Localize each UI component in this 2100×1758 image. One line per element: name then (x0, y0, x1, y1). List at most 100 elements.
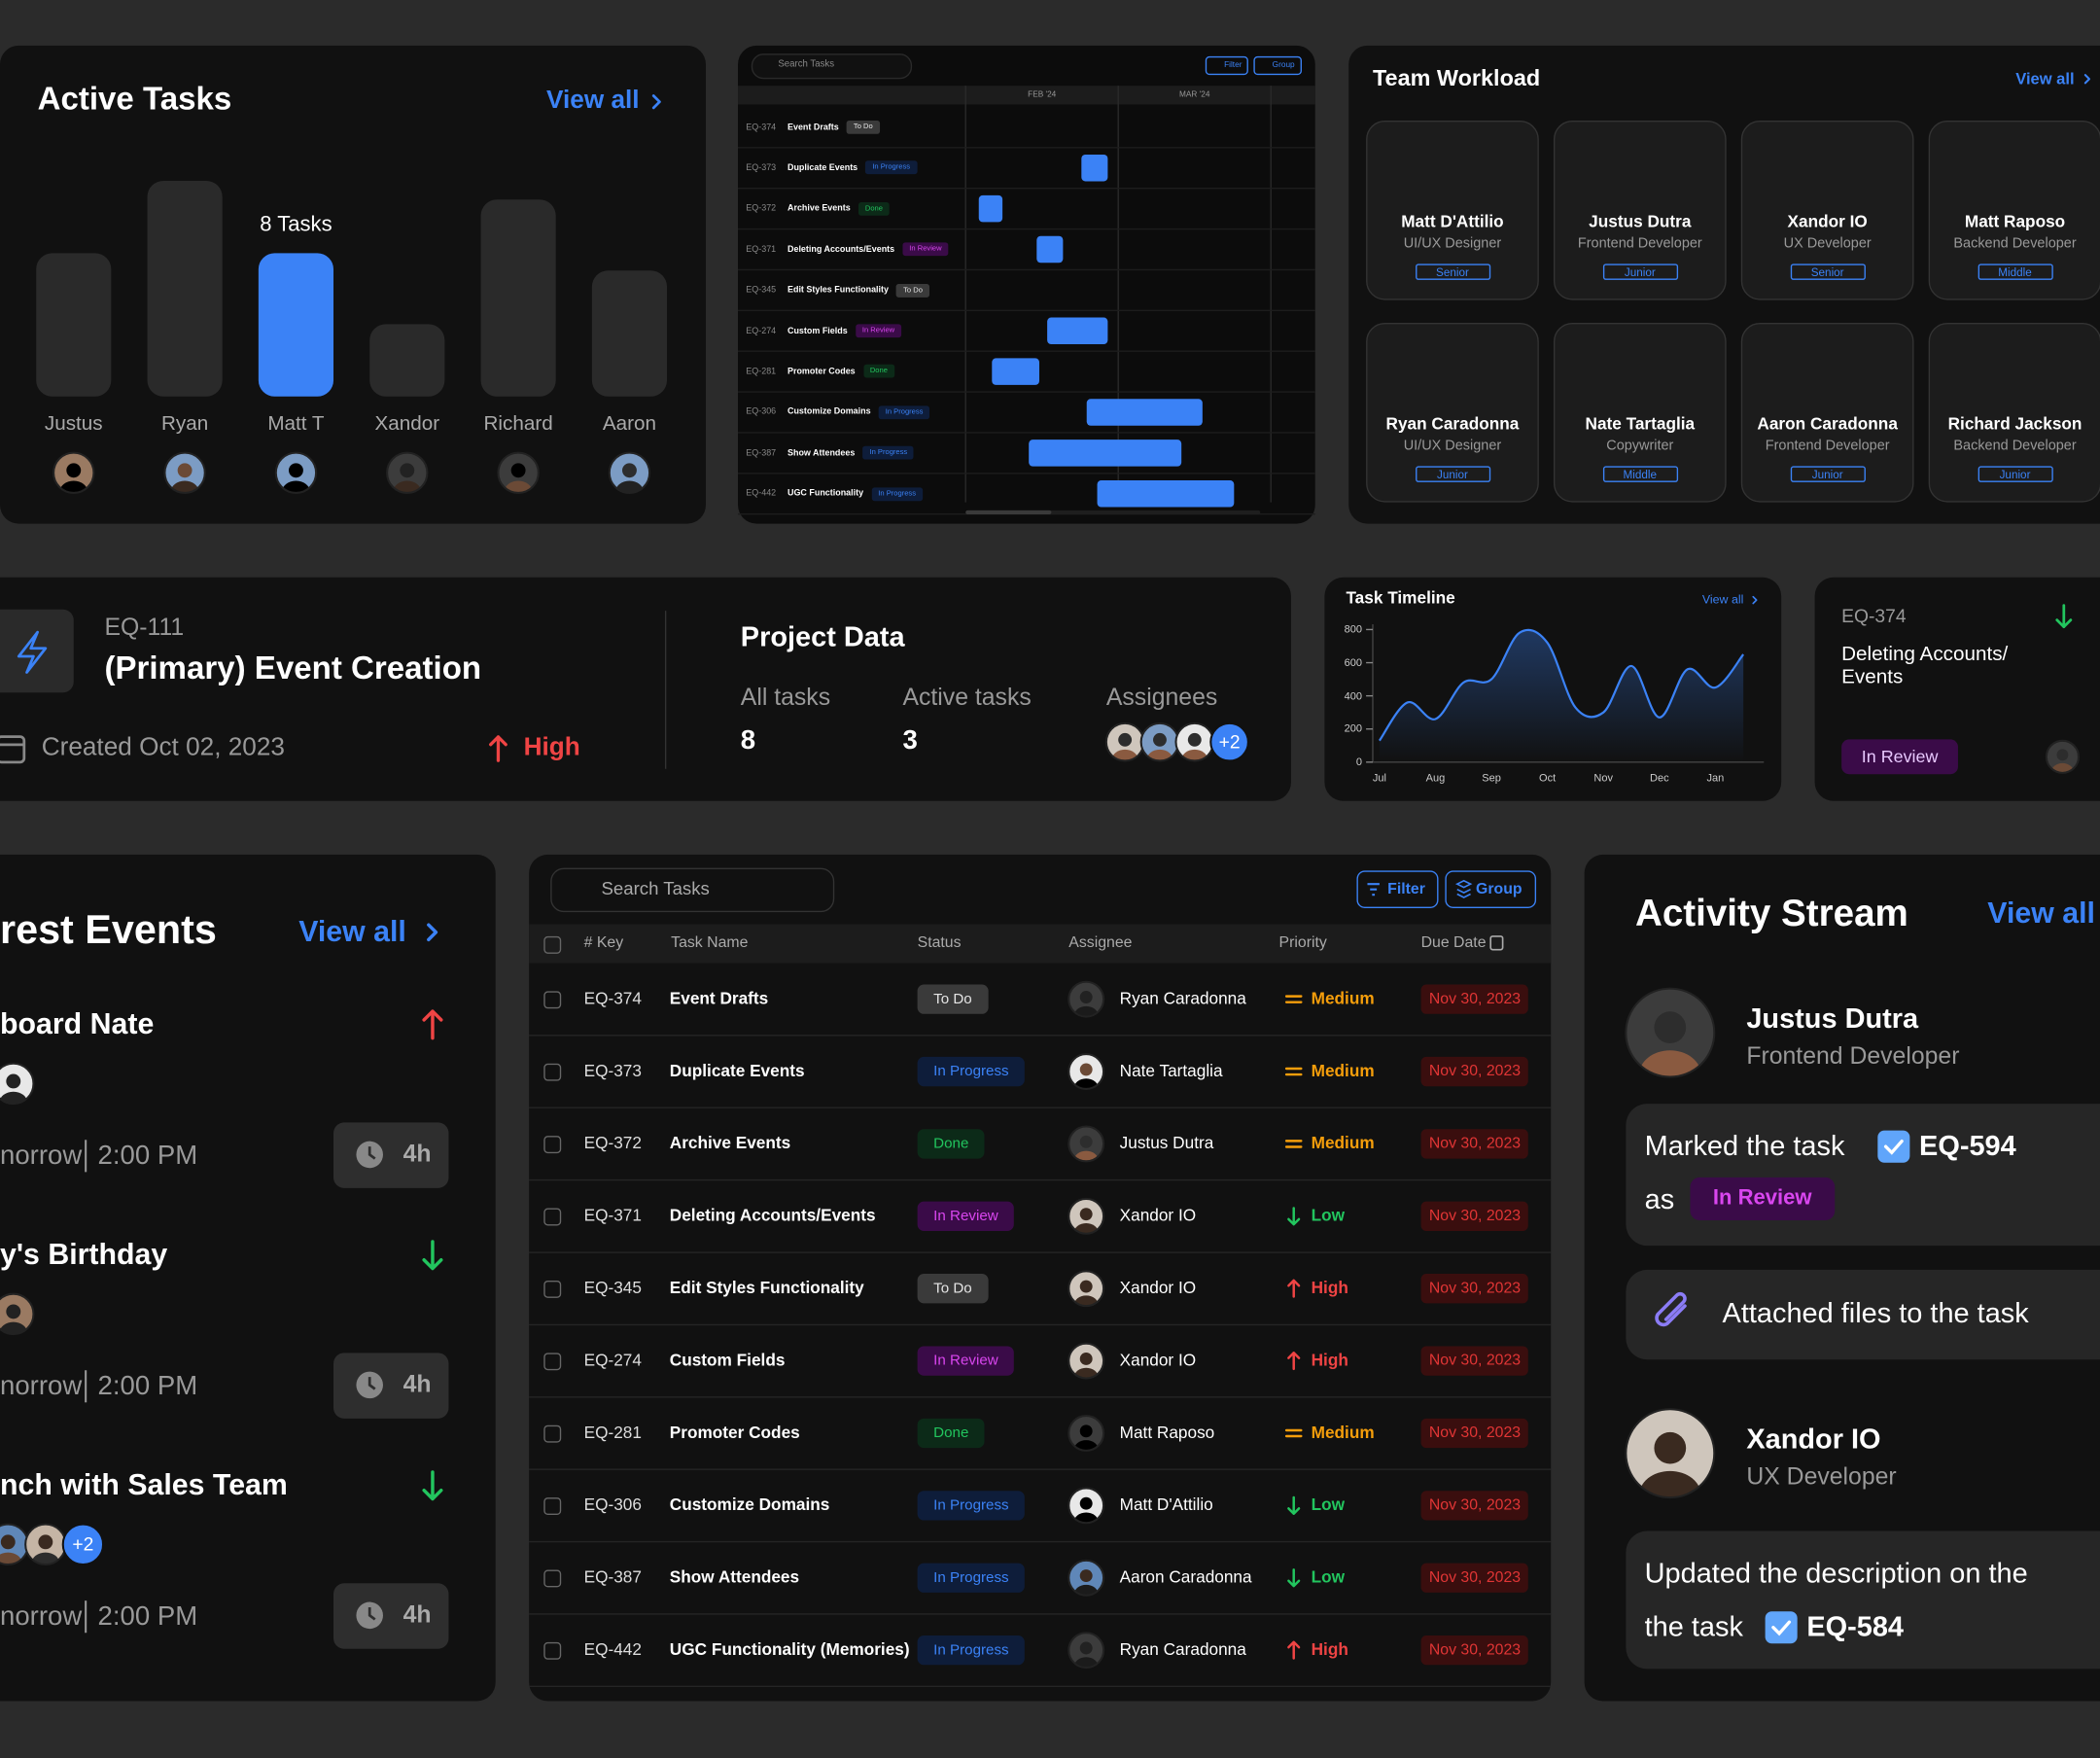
clock-hand (368, 1377, 376, 1390)
group-button[interactable]: Group (1445, 870, 1536, 908)
x-tick-label: Oct (1539, 771, 1557, 785)
avatar (609, 452, 650, 493)
stat-label: Assignees (1105, 683, 1218, 711)
checkbox[interactable] (543, 1207, 562, 1225)
view-all-link[interactable]: View all (546, 86, 640, 115)
task-name: Deleting Accounts/Events (787, 244, 895, 255)
avatar-border (0, 1292, 35, 1336)
gantt-month-label: FEB '24 (1028, 91, 1057, 100)
section-title: Project Data (740, 621, 905, 653)
checkbox[interactable] (543, 1641, 562, 1660)
gantt-bar (978, 194, 1003, 223)
x-tick-label: Richard (483, 412, 553, 436)
gantt-row: EQ-281 Promoter Codes Done (746, 365, 894, 379)
gantt-row: EQ-306 Customize Domains In Progress (746, 405, 930, 419)
priority: Low (1311, 1206, 1346, 1225)
checkbox[interactable] (543, 990, 562, 1008)
checkbox[interactable] (543, 1496, 562, 1515)
arrow-icon (1287, 1352, 1301, 1371)
task-key: EQ-372 (583, 1134, 642, 1153)
avatar (1140, 722, 1179, 761)
task-name: Show Attendees (787, 448, 856, 458)
checkbox[interactable] (543, 1424, 562, 1442)
arrow-icon (422, 1470, 443, 1501)
task-name: Customize Domains (669, 1495, 830, 1515)
status-badge: To Do (896, 283, 929, 298)
checkbox[interactable] (543, 1568, 562, 1587)
check-icon (1765, 1611, 1798, 1644)
y-tick-label: 0 (1355, 756, 1362, 768)
line-series (1378, 628, 1745, 742)
view-all-link[interactable]: View all (2015, 69, 2075, 88)
gantt-bar (1081, 154, 1108, 182)
event-time: 2:00 PM (97, 1601, 198, 1632)
level-badge: Junior (1790, 466, 1866, 482)
view-all-link[interactable]: View all (1701, 592, 1744, 607)
filter-button[interactable]: Filter (1205, 55, 1249, 76)
duration-pill (333, 1353, 449, 1419)
member-card (1928, 120, 2100, 300)
member-role: Frontend Developer (1765, 438, 1890, 454)
gantt-row: EQ-387 Show Attendees In Progress (746, 445, 915, 460)
task-key: EQ-374 (746, 123, 777, 132)
checkbox[interactable] (543, 1135, 562, 1153)
task-key: EQ-274 (583, 1351, 642, 1370)
x-tick-label: Jan (1706, 771, 1725, 785)
task-name: Archive Events (787, 203, 851, 214)
task-key: EQ-373 (583, 1061, 642, 1080)
checkbox[interactable] (543, 1063, 562, 1080)
person-role: UX Developer (1746, 1462, 1897, 1491)
checkbox[interactable] (543, 1280, 562, 1298)
search-box[interactable] (751, 53, 913, 80)
avatar-head (1079, 1424, 1093, 1438)
status-badge: To Do (917, 1274, 989, 1304)
view-all-link[interactable]: View all (1987, 896, 2095, 930)
assignee: Xandor IO (1119, 1351, 1197, 1370)
arrow-icon (1287, 1207, 1301, 1226)
search-box[interactable] (550, 867, 835, 913)
column-header: Status (917, 934, 962, 952)
avatar (25, 1524, 66, 1565)
gantt-bar (1086, 399, 1203, 426)
arrow-icon (1287, 1279, 1301, 1298)
due-date-badge: Nov 30, 2023 (1420, 1056, 1529, 1087)
avatar (1068, 1271, 1104, 1307)
arrow-icon (1287, 1495, 1301, 1515)
checkbox[interactable] (543, 935, 562, 954)
avatar-border (1625, 1408, 1716, 1499)
task-key: EQ-442 (746, 488, 777, 499)
x-tick-label: Aaron (602, 412, 657, 436)
task-name: UGC Functionality (787, 488, 864, 499)
check-mark (1771, 1620, 1792, 1636)
column-header: # Key (583, 934, 624, 952)
avatar-head (2056, 749, 2069, 761)
task-name: Custom Fields (787, 326, 848, 336)
priority: Medium (1311, 1061, 1375, 1080)
card-title: Active Tasks (37, 81, 232, 118)
avatar-border (386, 451, 429, 494)
view-all-link[interactable]: View all (298, 914, 406, 949)
filter-button[interactable]: Filter (1356, 870, 1439, 908)
status-badge: In Progress (917, 1491, 1026, 1521)
avatar-border (497, 451, 540, 494)
arrow-icon (422, 1240, 443, 1271)
member-name: Matt D'Attilio (1401, 212, 1504, 231)
active-tasks-card (0, 45, 706, 524)
level-badge: Junior (1415, 466, 1490, 482)
lightning-icon (17, 630, 48, 674)
group-button[interactable]: Group (1253, 55, 1302, 76)
x-tick-label: Sep (1482, 771, 1501, 785)
task-key: EQ-584 (1806, 1611, 1905, 1643)
avatar (1175, 722, 1214, 761)
checkbox[interactable] (543, 1352, 562, 1370)
avatar-head (1118, 732, 1133, 747)
event-day: norrow (0, 1601, 83, 1632)
task-key: EQ-371 (746, 244, 777, 255)
task-name: Show Attendees (669, 1567, 800, 1587)
task-name: Deleting Accounts/Events (669, 1206, 876, 1225)
level-badge: Junior (1977, 466, 2053, 482)
card-title: Team Workload (1372, 65, 1541, 91)
avatar (53, 452, 94, 493)
priority-icon (1284, 1067, 1303, 1076)
avatar (1068, 1343, 1104, 1379)
